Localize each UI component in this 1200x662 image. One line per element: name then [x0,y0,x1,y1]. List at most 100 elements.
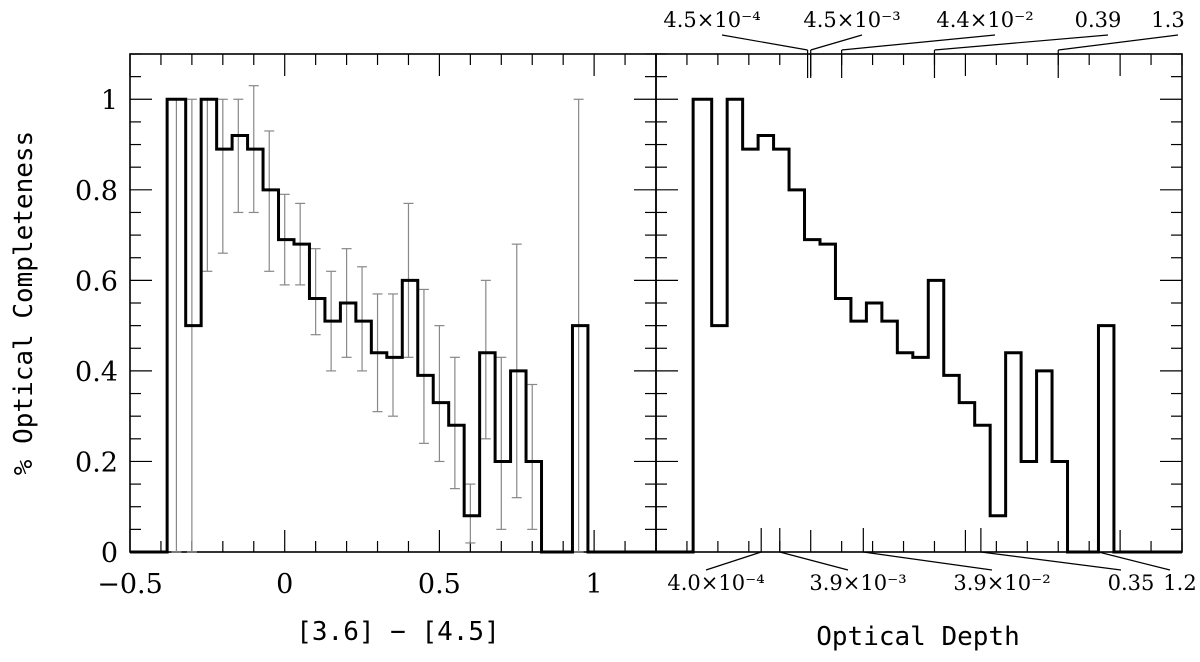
left-x-axis-title: [3.6] − [4.5] [296,617,500,647]
svg-text:3.9×10⁻²: 3.9×10⁻² [953,571,1050,595]
optical-depth-label: 1.3 [1057,8,1185,78]
histogram-bin [727,99,742,552]
svg-text:4.5×10⁻⁴: 4.5×10⁻⁴ [663,8,760,32]
error-bar [233,98,244,214]
histogram-bin [340,303,355,552]
optical-depth-label: 0.35 [980,528,1155,595]
histogram-bin [356,321,371,552]
histogram-bin [835,298,850,552]
histogram-bin [387,357,402,552]
histogram-bin [820,244,835,552]
left-hist-line [130,97,656,554]
histogram-bin [897,353,912,552]
optical-depth-label: 4.5×10⁻³ [803,8,901,78]
histogram-bin [712,326,727,552]
histogram-bin [309,298,324,552]
error-bar [388,293,398,417]
histogram-bin [201,99,216,552]
histogram-bin [959,403,974,552]
y-tick-label: 0.6 [75,266,118,297]
error-bar [465,483,476,544]
histogram-bin [526,461,541,552]
y-tick-label: 0.2 [75,447,118,478]
error-bar [357,266,368,372]
y-axis-title: % Optical Completeness [9,131,39,475]
optical-depth-label: 0.39 [933,8,1122,78]
histogram-bin [990,516,1005,552]
x-tick-label: 0.5 [418,569,461,600]
optical-depth-label: 1.2 [1097,528,1197,595]
histogram-bin [217,149,232,552]
error-bar [496,356,507,530]
histogram-bin [480,353,495,552]
error-bar [449,356,460,490]
histogram-bin [743,149,758,552]
histogram-bin [495,461,510,552]
error-bar [418,288,429,444]
svg-text:0.35: 0.35 [1108,571,1155,595]
optical-depth-top-labels: 4.5×10⁻⁴ 4.5×10⁻³ 4.4×10⁻² 0.39 1.3 [663,8,1185,78]
right-hist-line [656,97,1182,554]
svg-text:4.5×10⁻³: 4.5×10⁻³ [803,8,900,32]
histogram-bin [693,99,712,552]
svg-text:4.4×10⁻²: 4.4×10⁻² [936,8,1033,32]
histogram-bin [167,99,186,552]
histogram-bin [866,303,881,552]
optical-depth-label: 3.9×10⁻³ [779,528,907,595]
histogram-bin [418,375,433,552]
histogram-bin [1006,353,1021,552]
histogram-bin [944,375,959,552]
histogram-bin [882,321,897,552]
histogram-bin [1021,461,1036,552]
histogram-bin [805,240,820,552]
histogram-bin [1052,461,1067,552]
left-histogram [130,97,656,554]
optical-depth-label: 3.9×10⁻² [862,528,1051,595]
histogram-bin [913,357,928,552]
histogram-bin [851,321,866,552]
histogram-bin [263,190,278,552]
histogram-bin [402,280,417,552]
histogram-bin [449,425,464,552]
histogram-bin [325,321,340,552]
histogram-bin [371,353,386,552]
histogram-bin [789,190,804,552]
svg-text:1.2: 1.2 [1163,571,1196,595]
error-bar [310,248,321,336]
histogram-bin [758,135,773,552]
histogram-bin [186,326,201,552]
histogram-bin [975,425,990,552]
x-tick-label: −0.5 [97,569,163,600]
right-x-axis-title: Optical Depth [816,622,1020,652]
histogram-bin [279,240,294,552]
optical-depth-label: 4.0×10⁻⁴ [667,528,765,595]
x-tick-label: 0 [276,569,293,600]
histogram-bin [248,149,263,552]
histogram-bin [774,149,789,552]
x-tick-label: 1 [586,569,603,600]
histogram-bin [294,244,309,552]
error-bar [217,98,228,254]
optical-depth-label: 4.5×10⁻⁴ [663,8,809,78]
y-tick-label: 0.8 [75,176,118,207]
error-bar [434,325,445,463]
right-panel-ticks [655,53,1183,553]
right-histogram [656,97,1182,554]
histogram-bin [928,280,943,552]
svg-text:3.9×10⁻³: 3.9×10⁻³ [809,571,906,595]
error-bar [527,383,538,530]
optical-depth-label: 4.4×10⁻² [841,8,1034,78]
histogram-bin [232,135,247,552]
histogram-bin [464,516,479,552]
error-bar [480,279,491,440]
y-tick-labels: 0 0.2 0.4 0.6 0.8 1 [75,85,118,569]
histogram-bin [572,326,587,552]
histogram-bin [1098,326,1113,552]
y-tick-label: 0.4 [75,357,118,388]
histogram-bin [511,371,526,552]
histogram-bin [1037,371,1052,552]
svg-text:0.39: 0.39 [1075,8,1122,32]
histogram-bin [433,403,448,552]
y-tick-label: 0 [101,538,118,569]
